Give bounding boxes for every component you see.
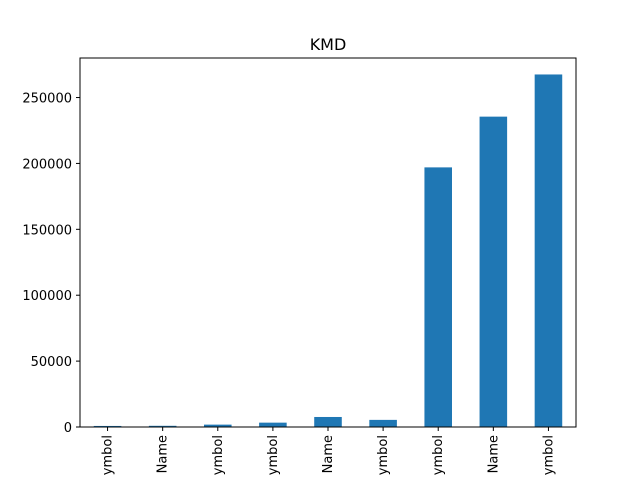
plot-frame xyxy=(79,57,577,428)
y-axis: 0 50000 100000 150000 200000 250000 xyxy=(22,92,80,436)
bar-4 xyxy=(314,416,342,427)
x-tick-label-0: ymbol xyxy=(101,435,116,475)
x-tick-label-1: Name xyxy=(156,435,171,473)
x-tick-label-8: ymbol xyxy=(541,435,556,475)
x-tick-label-7: Name xyxy=(486,435,501,473)
x-axis: ymbol Name ymbol ymbol Name ymbol ymbol Name ymb… xyxy=(101,427,556,475)
chart-title: KMD xyxy=(310,35,347,54)
bar-1 xyxy=(148,425,177,427)
bar-2 xyxy=(204,424,232,427)
y-tick-label-0: 0 xyxy=(64,421,72,436)
bar-7 xyxy=(479,116,508,427)
bars-group xyxy=(93,74,563,427)
y-tick-label-2: 100000 xyxy=(22,289,72,304)
bar-6 xyxy=(424,167,452,427)
x-tick-label-5: ymbol xyxy=(376,435,391,475)
y-tick-label-1: 50000 xyxy=(31,355,72,370)
x-tick-label-6: ymbol xyxy=(431,435,446,475)
x-tick-label-3: ymbol xyxy=(266,435,281,475)
y-tick-label-3: 150000 xyxy=(22,223,72,238)
x-tick-label-4: Name xyxy=(321,435,336,473)
y-tick-label-4: 200000 xyxy=(22,157,72,172)
bar-5 xyxy=(369,419,397,427)
bar-3 xyxy=(259,422,287,427)
bar-0 xyxy=(93,425,122,427)
bar-8 xyxy=(534,74,563,427)
x-tick-label-2: ymbol xyxy=(211,435,226,475)
y-tick-label-5: 250000 xyxy=(22,92,72,107)
